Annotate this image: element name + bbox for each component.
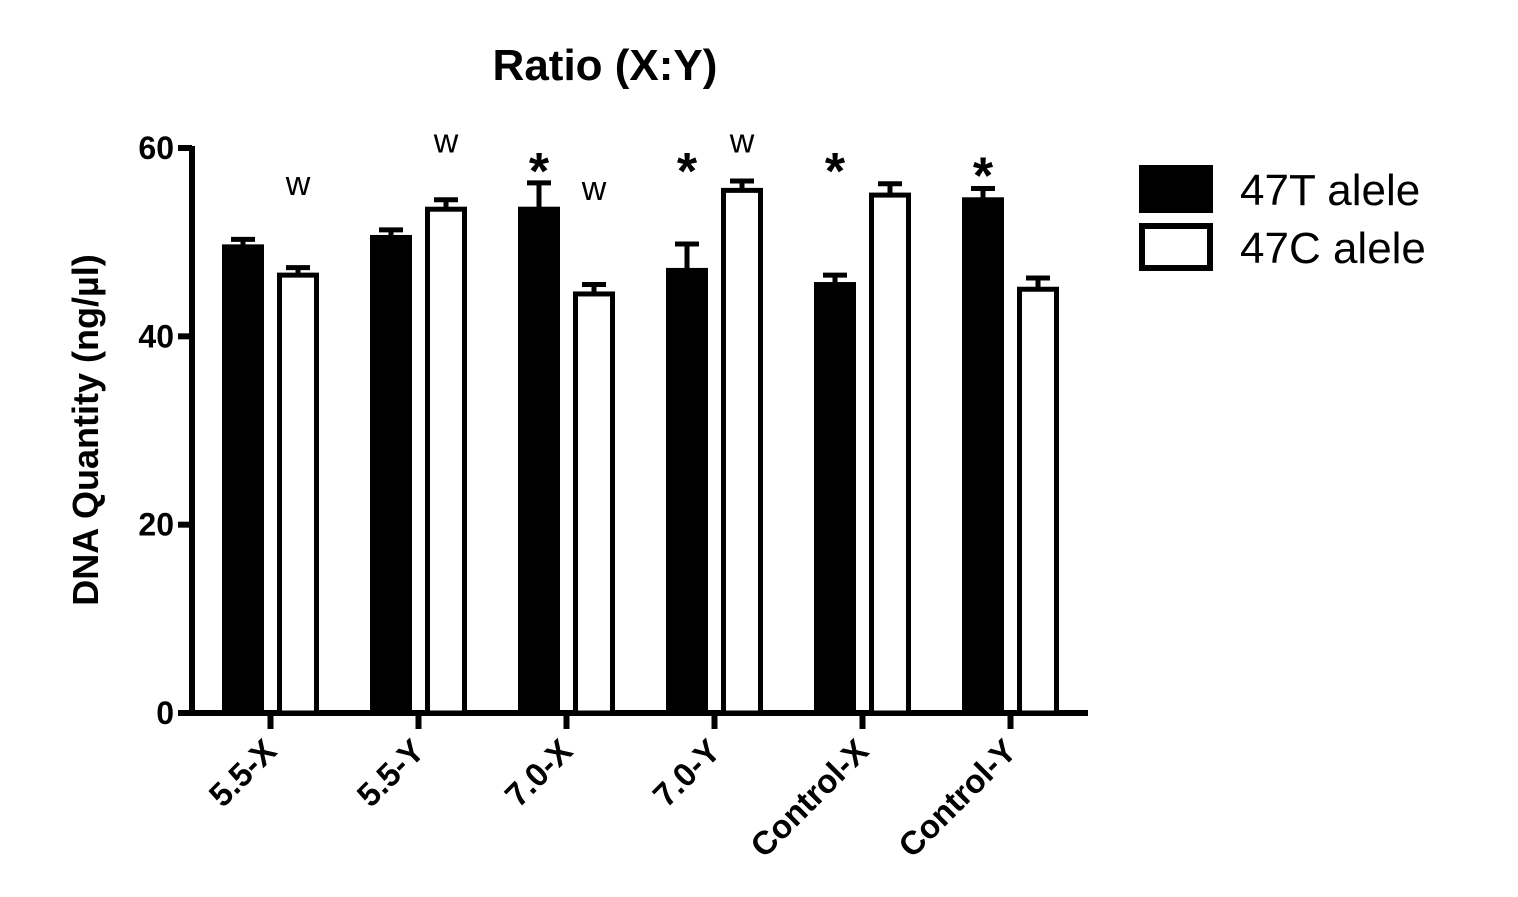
bars-layer <box>222 178 1059 716</box>
significance-star: * <box>825 143 846 201</box>
bar-47c <box>869 192 911 716</box>
bar-47c <box>425 206 467 716</box>
bar-47t <box>370 234 412 716</box>
bar-47t <box>666 267 708 716</box>
legend-label: 47T alele <box>1240 166 1420 215</box>
x-tick-label: 7.0-X <box>498 732 580 814</box>
bar-47c <box>573 291 615 716</box>
x-tick-label: 7.0-Y <box>646 732 728 814</box>
bar-47t <box>518 206 560 716</box>
x-tick-label: 5.5-Y <box>350 732 432 814</box>
bar-47c <box>1017 286 1059 716</box>
y-tick-label: 20 <box>138 507 174 543</box>
legend-label: 47C alele <box>1240 224 1426 273</box>
y-tick-label: 40 <box>138 318 174 354</box>
bar-47t <box>962 197 1004 716</box>
y-tick-label: 0 <box>156 695 174 731</box>
x-tick-label: Control-X <box>743 732 875 864</box>
significance-star: * <box>677 143 698 201</box>
bar-47t <box>814 282 856 716</box>
y-tick-label: 60 <box>138 130 174 166</box>
annotations-layer: w w * w * w * * <box>285 123 994 208</box>
significance-w: w <box>581 170 607 208</box>
bar-47t <box>222 244 264 716</box>
x-tick-label: 5.5-X <box>202 732 284 814</box>
bar-47c <box>721 187 763 716</box>
chart-title: Ratio (X:Y) <box>493 41 718 90</box>
legend: 47T alele 47C alele <box>1139 165 1426 273</box>
significance-w: w <box>285 165 311 203</box>
significance-w: w <box>729 123 755 161</box>
y-axis-label: DNA Quantity (ng/µl) <box>65 254 106 605</box>
legend-swatch <box>1139 165 1213 213</box>
significance-w: w <box>433 123 459 161</box>
legend-swatch <box>1139 223 1213 271</box>
x-tick-label: Control-Y <box>891 732 1023 864</box>
significance-star: * <box>529 143 550 201</box>
significance-star: * <box>973 148 994 206</box>
bar-47c <box>277 272 319 716</box>
